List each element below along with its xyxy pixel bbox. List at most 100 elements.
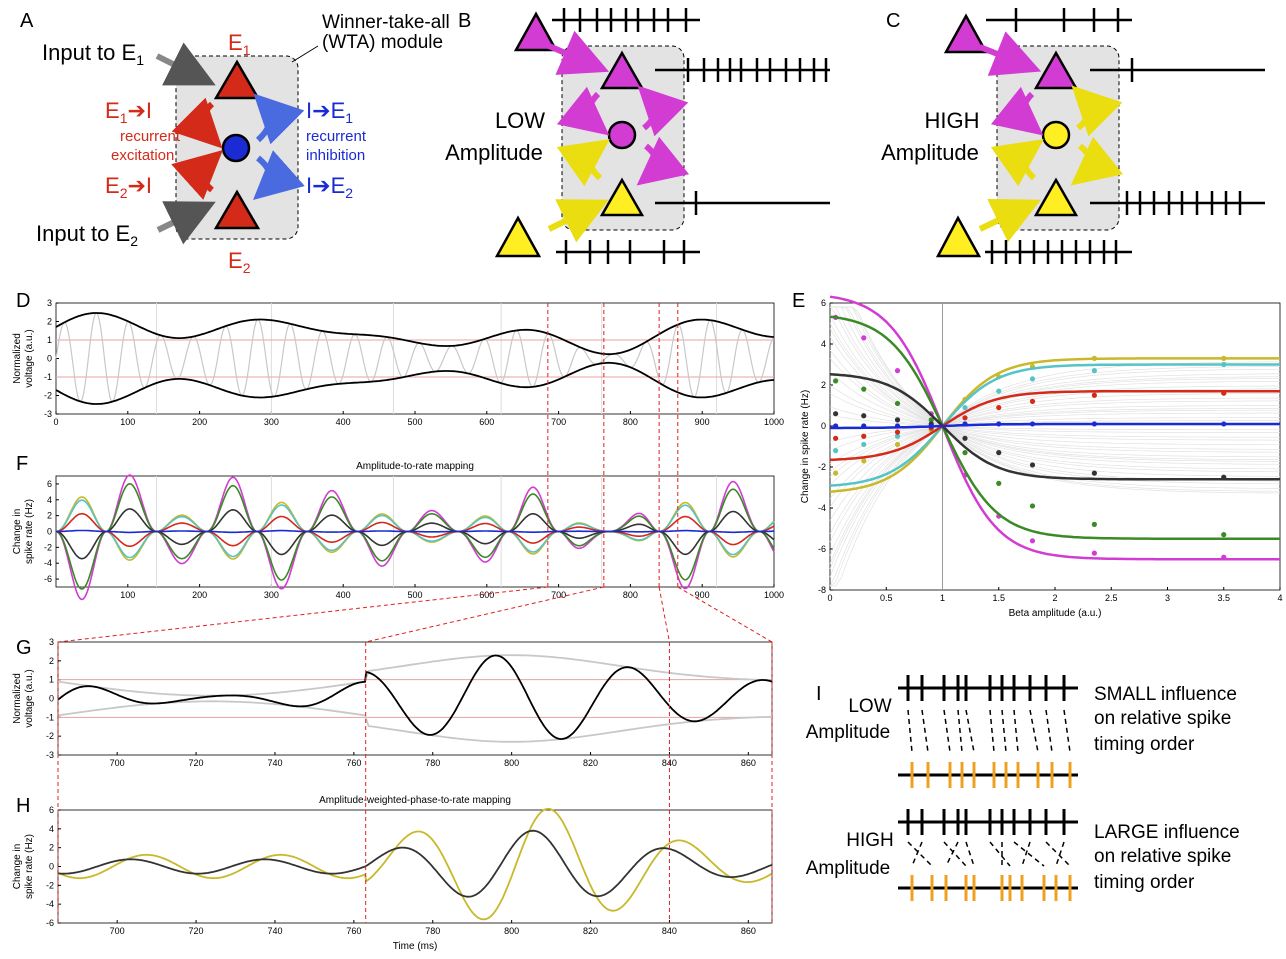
arrow-b3 [556, 139, 610, 187]
x-tick-label: 740 [267, 758, 282, 768]
y-axis-label-part: Change in [12, 509, 23, 555]
y-tick-label: 2 [47, 317, 52, 327]
y-axis-label-part: spike rate (Hz) [24, 834, 35, 899]
background-curve [829, 409, 1280, 473]
x-tick-label: 2 [1052, 593, 1057, 603]
input-e2-arrow [156, 201, 216, 245]
data-point [833, 470, 839, 476]
y-tick-label: -2 [46, 880, 54, 890]
data-point [1221, 474, 1227, 480]
background-curve [829, 336, 1280, 458]
chart-title: Amplitude-weighted-phase-to-rate mapping [319, 795, 511, 806]
background-curve [829, 412, 1280, 464]
panel-g: G 700 720 740 760 780 800 820 840 860-3-2-10123N… [12, 637, 773, 768]
rate-series [55, 482, 775, 590]
x-tick-label: 820 [583, 758, 598, 768]
y-tick-label: 4 [821, 339, 826, 349]
wta-pointer [291, 45, 319, 63]
rate-dark [57, 829, 773, 898]
y-tick-label: -6 [818, 544, 826, 554]
panel-letter-a: A [20, 10, 34, 32]
x-tick-label: 860 [741, 758, 756, 768]
data-point [996, 404, 1002, 411]
y-tick-label: 1 [47, 335, 52, 345]
background-curve [829, 378, 1280, 564]
wta-label-line2: (WTA) module [322, 32, 443, 53]
rate-series [56, 529, 774, 534]
y-tick-label: -1 [46, 712, 54, 722]
panel-letter-f: F [16, 453, 28, 475]
data-point [1029, 462, 1036, 468]
y-tick-label: -6 [46, 918, 54, 928]
fit-curve [829, 295, 1280, 561]
background-curve [829, 380, 1281, 556]
upper-envelope [55, 312, 775, 356]
lower-envelope [57, 700, 773, 743]
e1-neuron-c [1033, 50, 1079, 90]
data-point [861, 433, 867, 439]
data-point [894, 417, 901, 423]
spike-mapping-line [911, 841, 923, 867]
lower-envelope [55, 361, 775, 405]
input-neuron-bottom-b [494, 215, 542, 258]
background-curve [829, 358, 1280, 450]
data-point [1091, 521, 1097, 528]
input-arrow-top-c [978, 31, 1042, 76]
y-tick-label: 2 [49, 656, 54, 666]
background-curve [830, 306, 1281, 477]
x-tick-label: 1 [940, 593, 945, 603]
background-curve [829, 393, 1281, 521]
i-low-label-1: LOW [848, 696, 891, 717]
excitation-arrow-top [171, 97, 223, 149]
spikes-input-top-c [1014, 8, 1120, 32]
x-tick-label: 300 [264, 590, 279, 600]
y-axis-label: Change inspike rate (Hz) [12, 834, 35, 899]
background-curve [830, 306, 1281, 485]
spike-mapping-line [1055, 841, 1065, 867]
y-tick-label: 0 [49, 694, 54, 704]
x-tick-label: 300 [264, 417, 279, 427]
background-curve [829, 408, 1280, 478]
y-axis-label-part: voltage (a.u.) [24, 669, 35, 727]
data-point [962, 450, 968, 456]
data-point [1221, 554, 1227, 560]
y-tick-label: 0 [47, 354, 52, 364]
x-tick-label: 700 [110, 926, 125, 936]
spike-mapping-line [945, 841, 959, 867]
panel-c: C HIGH Amplitude [881, 8, 1265, 264]
i-high-label-2: Amplitude [806, 858, 891, 879]
x-tick-label: 4 [1277, 593, 1282, 603]
i-small-line2: on relative spike [1094, 708, 1231, 729]
y-tick-label: 2 [821, 380, 826, 390]
panel-letter-g: G [16, 637, 32, 659]
data-point [1221, 421, 1227, 427]
y-tick-label: -2 [44, 391, 52, 401]
y-tick-label: 6 [47, 479, 52, 489]
data-point [962, 404, 968, 411]
y-axis-label: Normalizedvoltage (a.u.) [12, 669, 35, 727]
inhibitory-neuron-b [607, 120, 637, 150]
exc-caption-2: excitation [111, 147, 174, 164]
data-point [894, 400, 901, 407]
data-point [996, 421, 1002, 427]
fit-curve [829, 373, 1280, 481]
data-point [1029, 421, 1036, 427]
x-tick-label: 800 [504, 758, 519, 768]
data-point [962, 435, 968, 441]
chart-title: Amplitude-to-rate mapping [356, 461, 474, 472]
data-point [1091, 421, 1097, 427]
x-tick-label: 100 [120, 417, 135, 427]
i-large-line2: on relative spike [1094, 846, 1231, 867]
background-curve [829, 400, 1280, 499]
excitation-arrow-bottom [171, 149, 223, 200]
e2-neuron [213, 189, 261, 230]
input-arrow-top-b [547, 30, 610, 75]
data-point [1029, 376, 1036, 382]
background-curve [829, 376, 1281, 570]
background-curve [829, 405, 1281, 486]
x-tick-label: 500 [407, 417, 422, 427]
inhibition-arrow-top [253, 93, 305, 145]
x-tick-label: 700 [110, 758, 125, 768]
e2-neuron-b [599, 177, 645, 217]
